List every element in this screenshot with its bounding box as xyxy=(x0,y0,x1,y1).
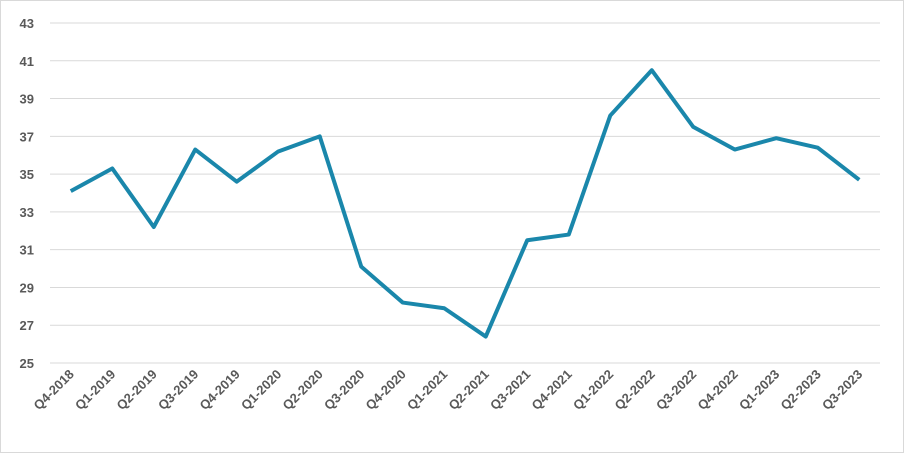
y-tick-label: 31 xyxy=(20,243,34,258)
y-tick-label: 33 xyxy=(20,205,34,220)
y-tick-label: 29 xyxy=(20,280,34,295)
y-tick-label: 37 xyxy=(20,129,34,144)
y-tick-label: 35 xyxy=(20,167,34,182)
y-tick-label: 39 xyxy=(20,92,34,107)
y-tick-label: 27 xyxy=(20,318,34,333)
y-tick-label: 43 xyxy=(20,16,34,31)
line xyxy=(69,68,861,339)
y-tick-label: 41 xyxy=(20,54,34,69)
y-tick-label: 25 xyxy=(20,356,34,371)
